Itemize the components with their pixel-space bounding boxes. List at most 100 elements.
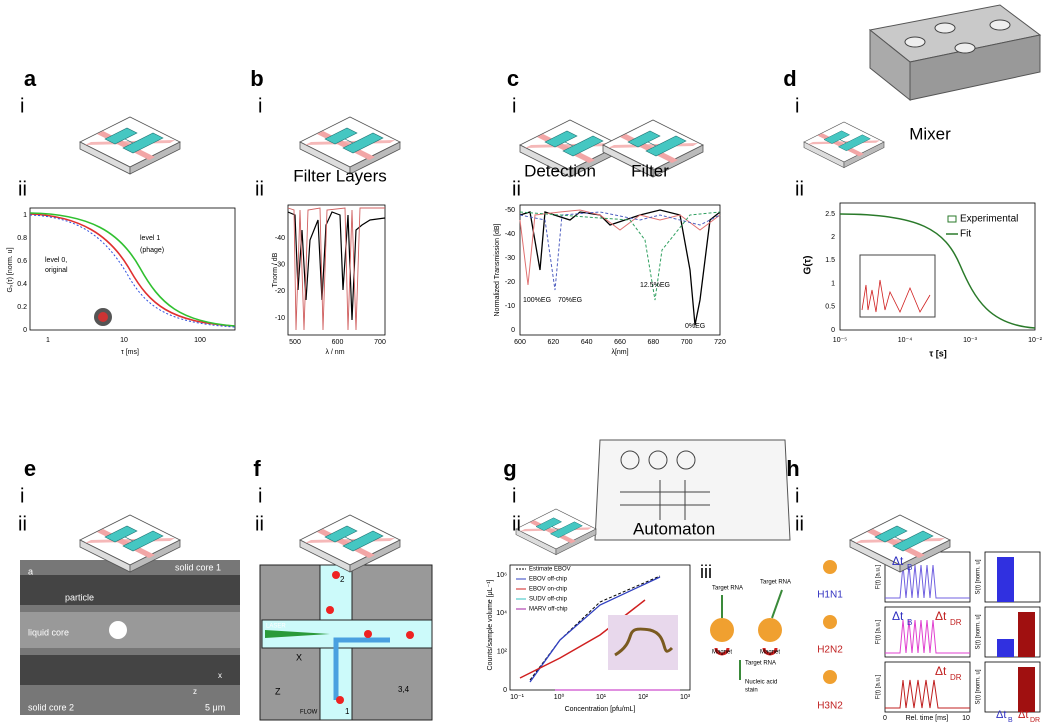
y-axis-label: Counts/sample volume [μL⁻¹] [487, 579, 494, 670]
annotation: Target RNA [712, 586, 743, 592]
y-tick-label: -20 [505, 279, 515, 286]
trace [885, 679, 970, 709]
x-axis-label: Concentration [pfu/mL] [565, 706, 636, 713]
virus-image [608, 615, 678, 670]
annotation: 0%EG [685, 323, 705, 330]
y-tick-label: 0.6 [17, 258, 27, 265]
assay-cartoons [710, 589, 783, 680]
trace [885, 619, 970, 654]
annotation: Rel. time [ms] [906, 715, 949, 722]
annotation: stain [745, 688, 758, 694]
annotation: 10 [962, 715, 970, 722]
annotation: Magnet [712, 650, 732, 656]
sub-label: i [258, 485, 262, 507]
particle [109, 621, 127, 639]
flow-arrow [333, 637, 390, 700]
x-tick-label: 720 [714, 339, 726, 346]
annotation: DR [950, 673, 962, 682]
annotation: F(t) [a.u.] [876, 675, 882, 700]
annotation: Mixer [909, 124, 951, 143]
y-tick-label: 0.2 [17, 304, 27, 311]
annotation: 3,4 [398, 685, 410, 694]
y-tick-label: -10 [505, 303, 515, 310]
sub-label: ii [795, 513, 804, 535]
x-tick-label: 10⁰ [554, 693, 565, 701]
annotation: B [907, 563, 912, 572]
virus-icon [823, 560, 837, 574]
annotation: X [296, 652, 302, 662]
annotation: Detection [524, 161, 596, 180]
sub-label: ii [512, 513, 521, 535]
x-tick-label: 1 [46, 337, 50, 344]
axes [519, 204, 721, 336]
annotation: B [1008, 717, 1013, 723]
curve [519, 211, 721, 301]
annotation: 1 [345, 707, 350, 716]
chip [803, 121, 885, 169]
panel-letter: c [507, 66, 519, 91]
curve [839, 213, 1036, 329]
x-tick-label: 700 [681, 339, 693, 346]
x-tick-label: 10³ [680, 694, 691, 701]
axes [984, 661, 1041, 713]
automaton [594, 439, 791, 541]
mixer [868, 4, 1042, 102]
annotation: Δt [935, 609, 947, 623]
legend-label: EBOV on-chip [529, 587, 568, 593]
annotation: Magnet [760, 650, 780, 656]
legend-label: Fit [960, 229, 971, 240]
bar [1018, 667, 1035, 712]
axes [884, 606, 971, 658]
x-tick-label: 10⁻² [1028, 337, 1042, 344]
x-axis-label: τ [ms] [121, 349, 139, 356]
annotation: z [193, 687, 197, 696]
x-tick-label: 680 [647, 339, 659, 346]
plot-h [823, 551, 1041, 713]
inset-trace [861, 279, 931, 313]
annotation: H2N2 [817, 645, 843, 656]
automaton-slab [594, 439, 791, 541]
y-tick-label: -30 [505, 255, 515, 262]
curve [519, 209, 721, 326]
annotation: Δt [996, 709, 1006, 721]
chip [515, 508, 597, 555]
annotation: DR [1030, 717, 1040, 723]
well [904, 36, 926, 48]
bead [758, 618, 782, 642]
annotation: H3N2 [817, 701, 843, 712]
curve [287, 207, 385, 331]
y-tick-label: 2 [831, 234, 835, 241]
y-axis-label: G(τ) [803, 256, 814, 275]
bar [1018, 612, 1035, 657]
x-tick-label: 500 [289, 339, 301, 346]
x-tick-label: 10⁻¹ [510, 694, 524, 701]
chip [299, 514, 401, 573]
plot-d [839, 202, 1036, 331]
curve [287, 211, 386, 321]
plot-g [509, 564, 691, 691]
axes [839, 202, 1036, 331]
annotation: S(t) [norm. u] [976, 559, 982, 594]
annotation: Filter Layers [293, 166, 387, 185]
annotation: Target RNA [760, 580, 791, 586]
annotation: solid core 1 [175, 562, 221, 572]
y-tick-label: -40 [505, 231, 515, 238]
legend-marker [947, 215, 957, 223]
y-tick-label: 0.4 [17, 281, 27, 288]
y-tick-label: 0 [831, 327, 835, 334]
curve [29, 213, 236, 327]
annotation: 12.5%EG [640, 282, 670, 289]
virus-icon [823, 670, 837, 684]
y-axis-label: Gₛ(τ) [norm. u] [7, 247, 14, 292]
annotation: 100%EG [523, 297, 551, 304]
liquid-core [20, 612, 240, 648]
annotation: H1N1 [817, 590, 843, 601]
phage-icon [98, 312, 108, 322]
plot-c [519, 204, 721, 336]
particle [406, 631, 414, 639]
sub-label: i [512, 485, 516, 507]
legend-label: MARV off-chip [529, 607, 568, 613]
annotation: B [907, 618, 912, 627]
